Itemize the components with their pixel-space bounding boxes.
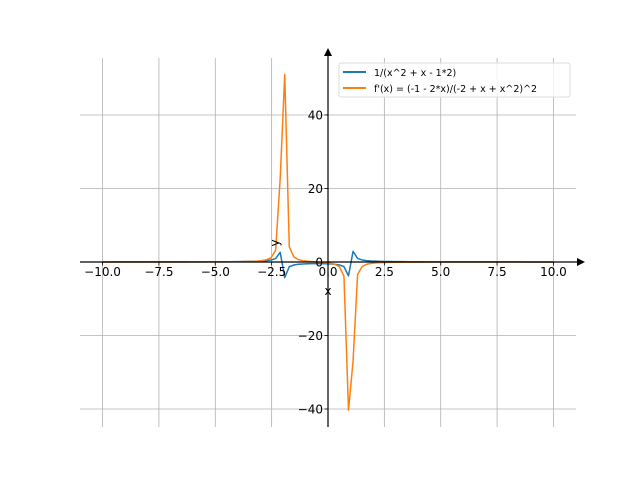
legend-box — [338, 62, 571, 98]
x-tick-label: −10.0 — [84, 265, 121, 279]
y-tick-label: −20 — [298, 329, 323, 343]
legend-entry-function: 1/(x^2 + x - 1*2) — [374, 68, 456, 79]
legend: 1/(x^2 + x - 1*2) f'(x) = (-1 - 2*x)/(-2… — [338, 62, 571, 98]
x-axis-arrow-icon — [577, 258, 585, 266]
y-tick-label: 20 — [308, 182, 323, 196]
x-tick-label: −2.5 — [257, 265, 286, 279]
y-axis-label: y — [268, 239, 282, 246]
legend-entry-derivative: f'(x) = (-1 - 2*x)/(-2 + x + x^2)^2 — [374, 84, 537, 95]
x-tick-label: 7.5 — [488, 265, 507, 279]
x-tick-label: 5.0 — [431, 265, 450, 279]
y-tick-label: −40 — [298, 402, 323, 416]
x-tick-label: −5.0 — [201, 265, 230, 279]
x-axis-label: x — [324, 284, 331, 298]
x-tick-label: −7.5 — [144, 265, 173, 279]
x-tick-label: 2.5 — [375, 265, 394, 279]
axes — [80, 48, 585, 427]
y-tick-label: 0 — [315, 255, 323, 269]
y-tick-label: 40 — [308, 108, 323, 122]
x-tick-label: 0.0 — [318, 265, 337, 279]
y-axis-arrow-icon — [324, 48, 332, 56]
ticks: −10.0 −7.5 −5.0 −2.5 0.0 2.5 5.0 7.5 10.0 −40 −20 0… — [84, 108, 567, 416]
x-tick-label: 10.0 — [540, 265, 567, 279]
